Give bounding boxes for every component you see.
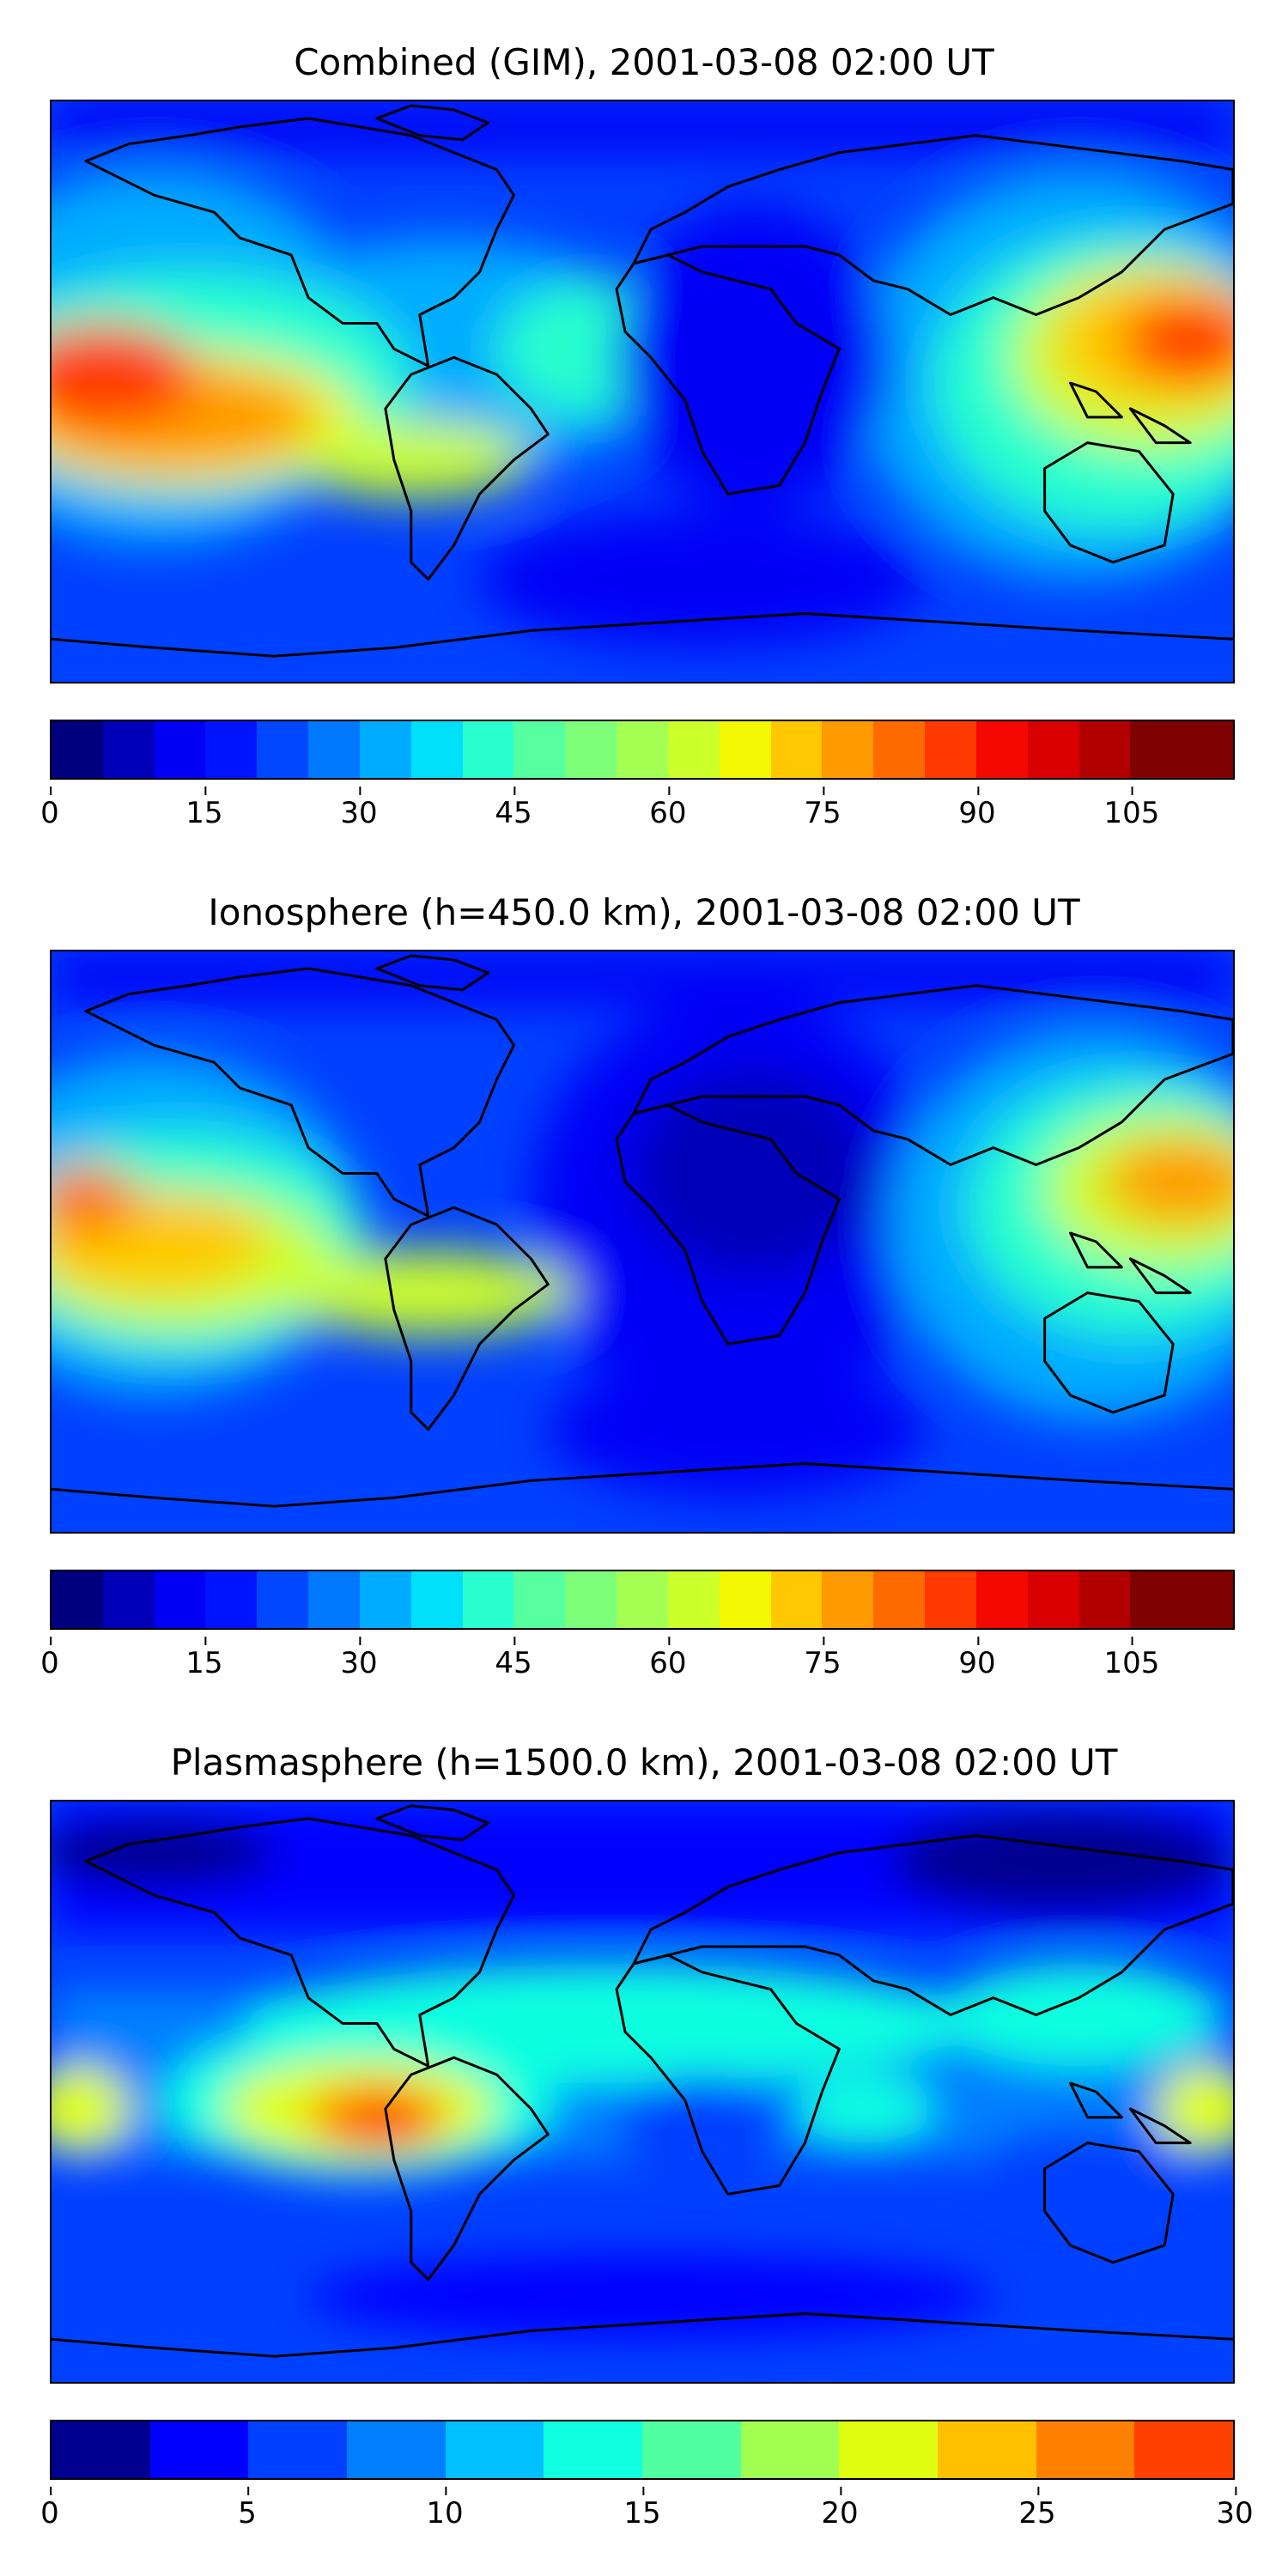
tec-field-plasmasphere (52, 1801, 1233, 2382)
tec-field-ionosphere (52, 951, 1233, 1532)
map-title-ionosphere: Ionosphere (h=450.0 km), 2001-03-08 02:0… (208, 891, 1080, 933)
colorbar-ticks-combined: 0 15 30 45 60 75 90 105 (40, 787, 1235, 833)
tick-label: 0 (40, 1637, 59, 1680)
tick-label: 75 (804, 1637, 841, 1680)
tick-label: 90 (958, 787, 996, 830)
tick-label: 25 (1018, 2487, 1056, 2530)
tick-label: 15 (185, 1637, 223, 1680)
tick-label: 45 (495, 787, 532, 830)
tick-label: 15 (623, 2487, 661, 2530)
colorbar-ticks-plasmasphere: 0 5 10 15 20 25 30 (40, 2487, 1254, 2533)
tick-label: 90 (958, 1637, 996, 1680)
colorbar-ionosphere (50, 1570, 1235, 1630)
tick-label: 60 (649, 787, 687, 830)
tick-label: 105 (1103, 787, 1160, 830)
tick-label: 30 (340, 787, 378, 830)
tick-label: 10 (426, 2487, 464, 2530)
map-title-plasmasphere: Plasmasphere (h=1500.0 km), 2001-03-08 0… (170, 1741, 1118, 1783)
colorbar-ticks-ionosphere: 0 15 30 45 60 75 90 105 (40, 1637, 1235, 1683)
tick-label: 15 (185, 787, 223, 830)
tick-label: 105 (1103, 1637, 1160, 1680)
tick-label: 30 (1216, 2487, 1254, 2530)
tick-label: 45 (495, 1637, 532, 1680)
tick-label: 60 (649, 1637, 687, 1680)
tick-label: 0 (40, 2487, 59, 2530)
map-plasmasphere (50, 1800, 1235, 2384)
tick-label: 30 (340, 1637, 378, 1680)
coastlines (52, 1804, 1233, 2358)
tick-label: 0 (40, 787, 59, 830)
coastlines (52, 104, 1233, 658)
coastlines (52, 954, 1233, 1508)
tick-label: 75 (804, 787, 841, 830)
map-title-combined: Combined (GIM), 2001-03-08 02:00 UT (294, 41, 994, 83)
map-combined (50, 100, 1235, 683)
map-ionosphere (50, 950, 1235, 1534)
colorbar-combined (50, 720, 1235, 780)
tick-label: 20 (821, 2487, 859, 2530)
tec-field-combined (52, 101, 1233, 682)
tick-label: 5 (238, 2487, 257, 2530)
colorbar-plasmasphere (50, 2420, 1235, 2480)
